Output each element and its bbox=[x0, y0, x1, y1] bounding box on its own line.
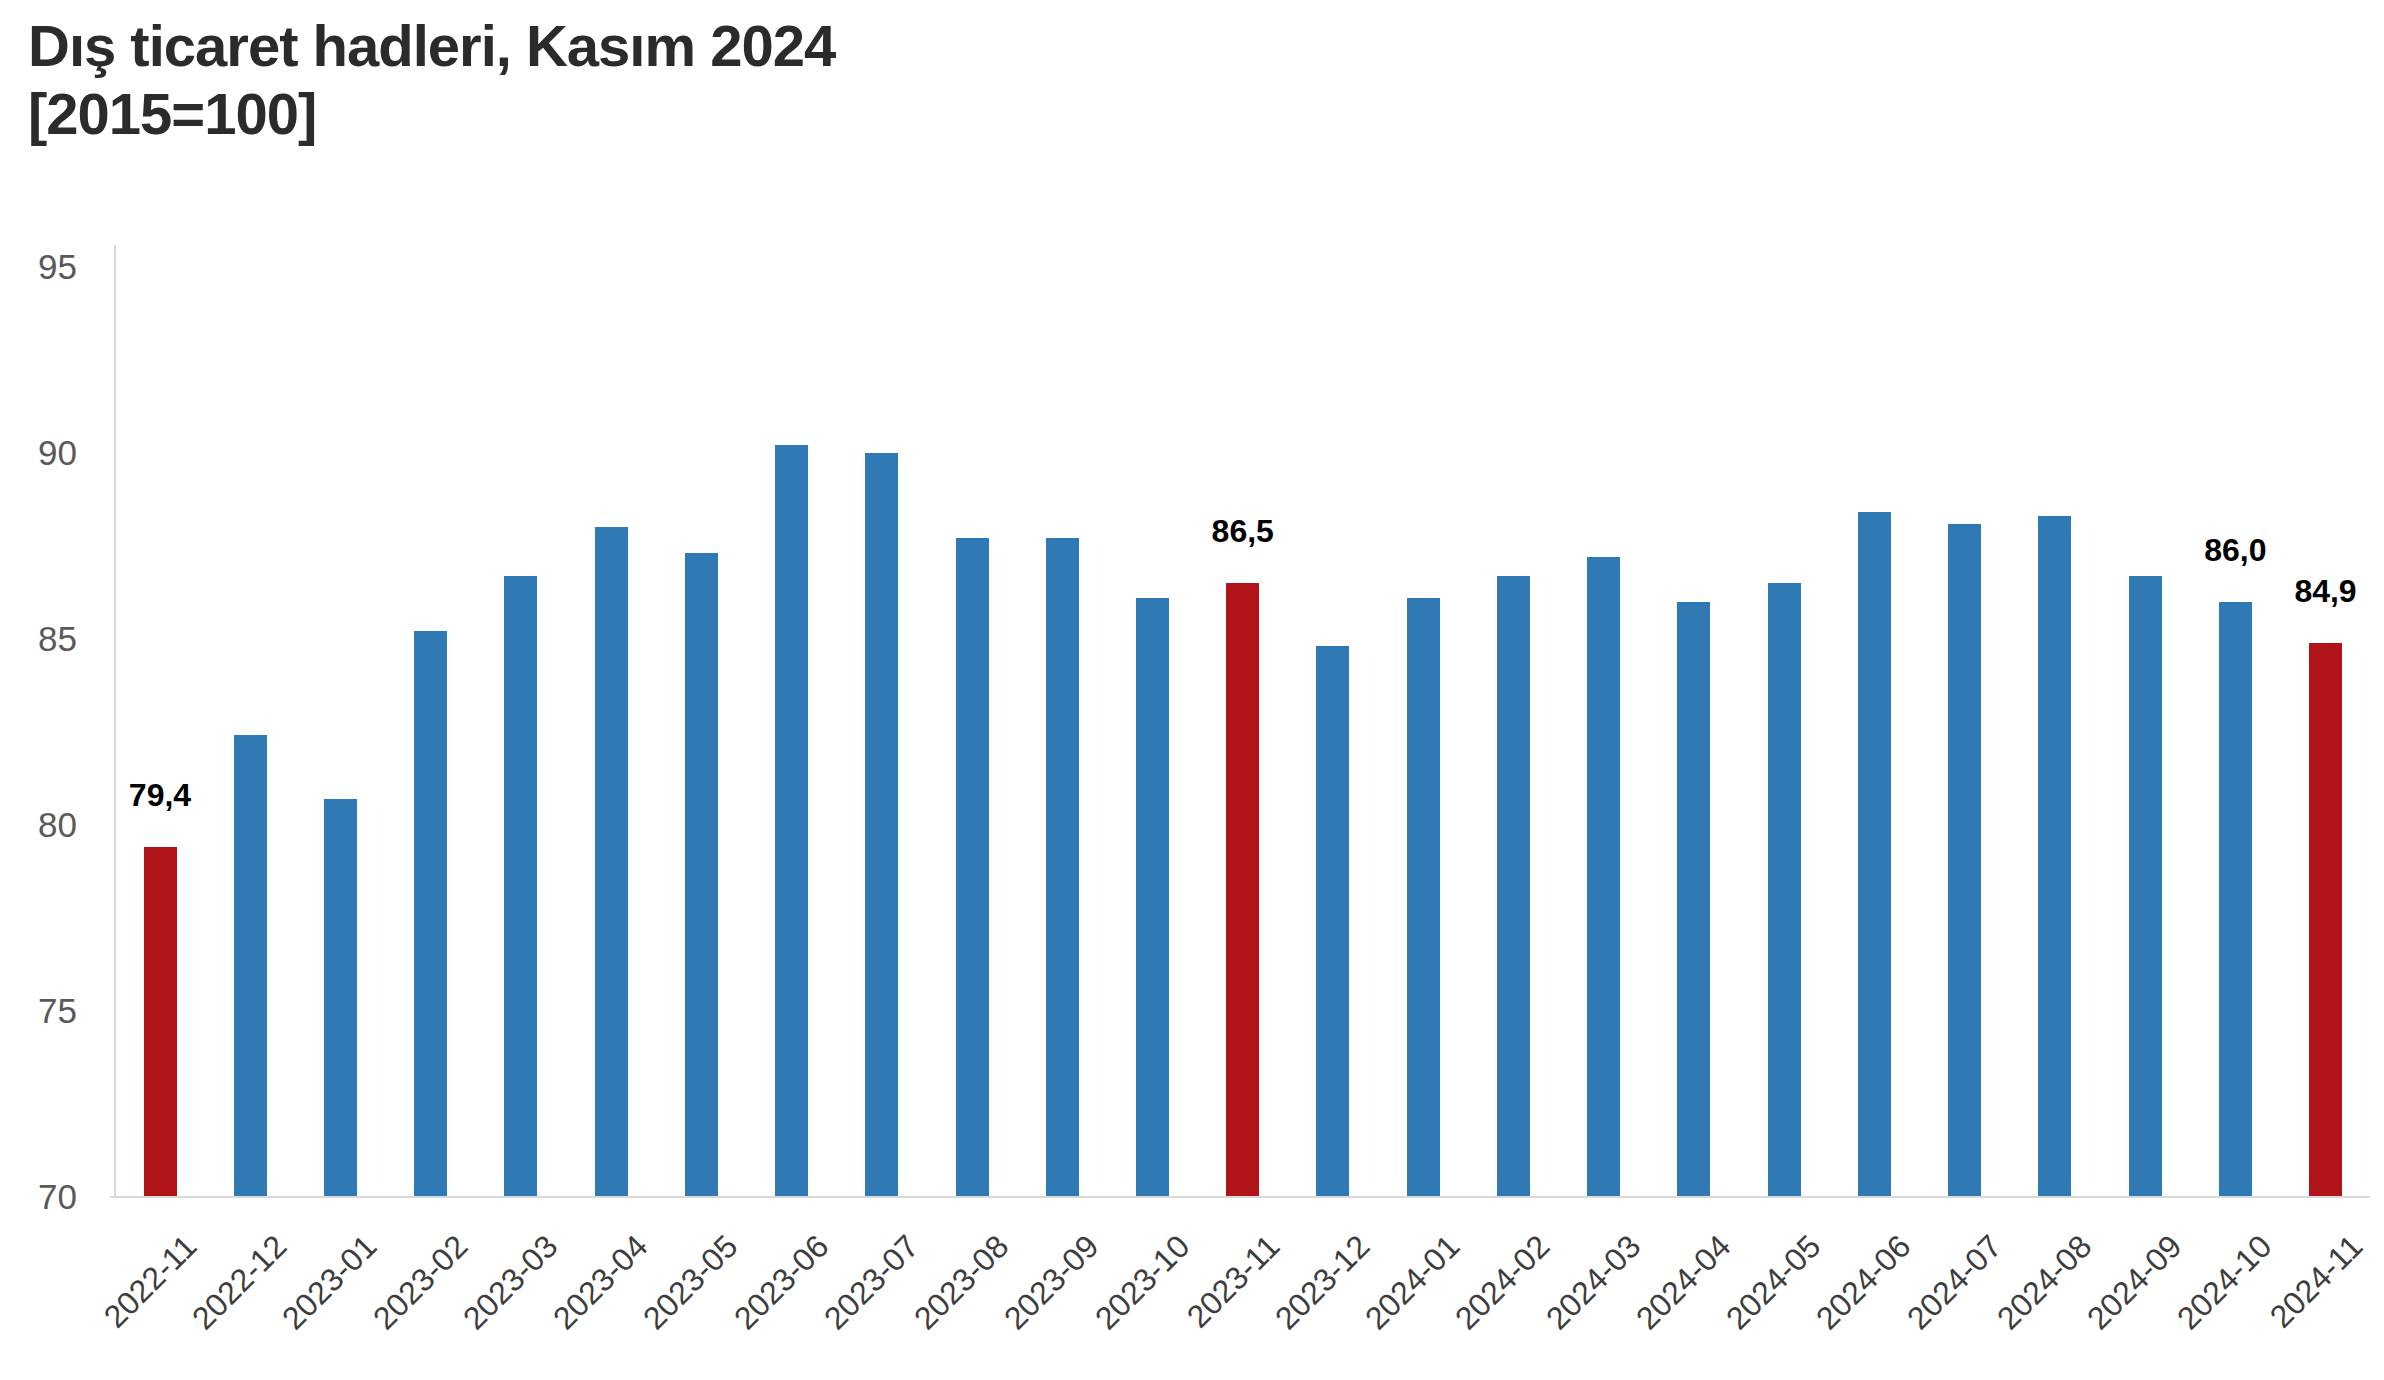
bar-2023-04 bbox=[595, 527, 628, 1196]
y-tick-label-70: 70 bbox=[0, 1176, 77, 1218]
bar-2023-08 bbox=[956, 538, 989, 1196]
bar-2023-05 bbox=[685, 553, 718, 1196]
bar-2024-09 bbox=[2129, 576, 2162, 1197]
bar-2023-03 bbox=[504, 576, 537, 1197]
bar-2024-08 bbox=[2038, 516, 2071, 1196]
bar-2024-02 bbox=[1497, 576, 1530, 1197]
bar-2023-02 bbox=[414, 631, 447, 1196]
bar-2023-11 bbox=[1226, 583, 1259, 1196]
bar-2024-10 bbox=[2219, 602, 2252, 1197]
bar-2024-05 bbox=[1768, 583, 1801, 1196]
bar-2024-06 bbox=[1858, 512, 1891, 1196]
bar-2023-01 bbox=[324, 799, 357, 1197]
y-tick-label-95: 95 bbox=[0, 246, 77, 288]
data-label-2024-11: 84,9 bbox=[2241, 573, 2384, 609]
plot-area: 959085807570 2022-112022-122023-012023-0… bbox=[0, 0, 2384, 1380]
bar-2022-11 bbox=[144, 847, 177, 1196]
bar-2024-11 bbox=[2309, 643, 2342, 1197]
bar-2024-07 bbox=[1948, 524, 1981, 1197]
y-tick-label-90: 90 bbox=[0, 432, 77, 474]
bar-2023-10 bbox=[1136, 598, 1169, 1197]
bar-2023-12 bbox=[1316, 646, 1349, 1196]
bar-2023-07 bbox=[865, 453, 898, 1197]
chart-canvas: Dış ticaret hadleri, Kasım 2024 [2015=10… bbox=[0, 0, 2384, 1380]
data-label-2022-11: 79,4 bbox=[75, 777, 245, 813]
y-tick-label-85: 85 bbox=[0, 618, 77, 660]
y-tick-label-80: 80 bbox=[0, 804, 77, 846]
data-label-2023-11: 86,5 bbox=[1158, 513, 1328, 549]
bar-2024-04 bbox=[1677, 602, 1710, 1197]
bar-2023-06 bbox=[775, 445, 808, 1196]
bar-2023-09 bbox=[1046, 538, 1079, 1196]
bar-2024-01 bbox=[1407, 598, 1440, 1197]
data-label-2024-10: 86,0 bbox=[2150, 532, 2320, 568]
y-tick-label-75: 75 bbox=[0, 990, 77, 1032]
y-axis-line bbox=[114, 245, 116, 1197]
bar-2024-03 bbox=[1587, 557, 1620, 1196]
